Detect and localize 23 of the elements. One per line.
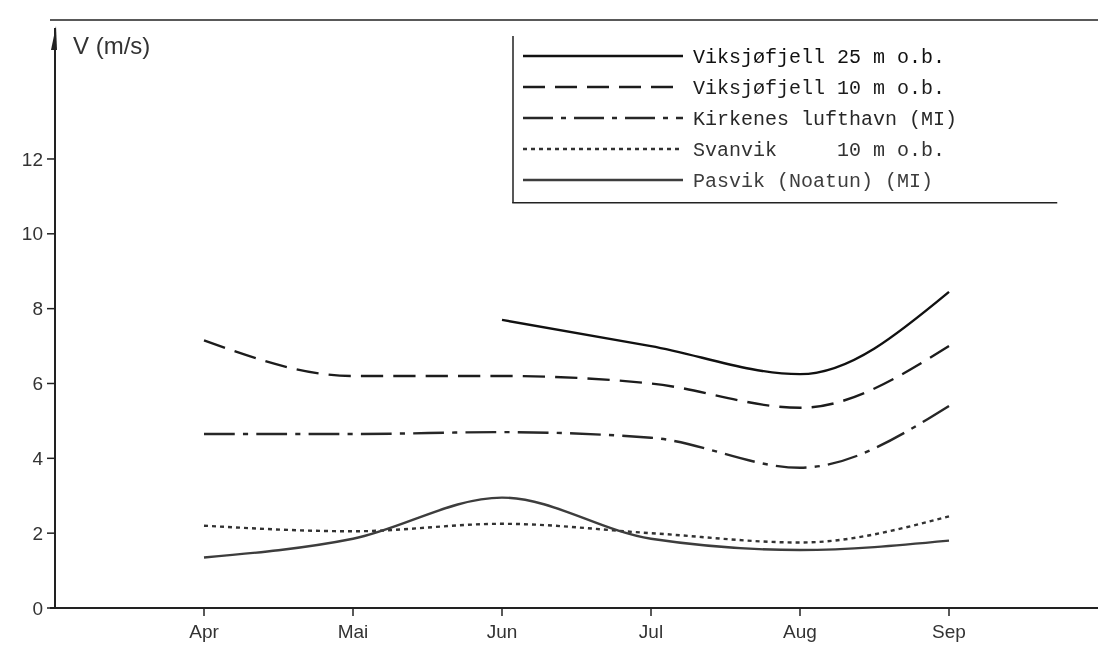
- text: Svanvik 10 m o.b.: [693, 139, 946, 162]
- x-tick-label: Jul: [638, 621, 664, 642]
- text: Kirkenes lufthavn (MI): [693, 108, 958, 131]
- y-axis-title: V (m/s): [73, 32, 151, 59]
- x-tick-label: Aug: [783, 621, 817, 642]
- line-series: [202, 339, 951, 410]
- text: Viksjøfjell 10 m o.b.: [693, 77, 946, 100]
- y-tick-label: 0: [32, 597, 43, 619]
- y-tick-label: 4: [32, 447, 44, 469]
- line-series: [500, 290, 951, 376]
- text: Viksjøfjell 25 m o.b.: [693, 46, 946, 69]
- y-tick-label: 8: [32, 298, 43, 320]
- x-tick-label: Sep: [932, 621, 966, 642]
- y-tick-label: 12: [21, 148, 43, 170]
- y-tick-label: 10: [21, 223, 43, 245]
- line-series: [202, 496, 951, 559]
- x-tick-label: Apr: [189, 621, 220, 642]
- text: Pasvik (Noatun) (MI): [693, 170, 934, 193]
- y-tick-label: 6: [32, 373, 43, 395]
- x-tick-label: Jun: [486, 621, 518, 642]
- y-tick-label: 2: [32, 522, 43, 544]
- line-series: [202, 404, 951, 469]
- x-tick-label: Mai: [337, 621, 369, 642]
